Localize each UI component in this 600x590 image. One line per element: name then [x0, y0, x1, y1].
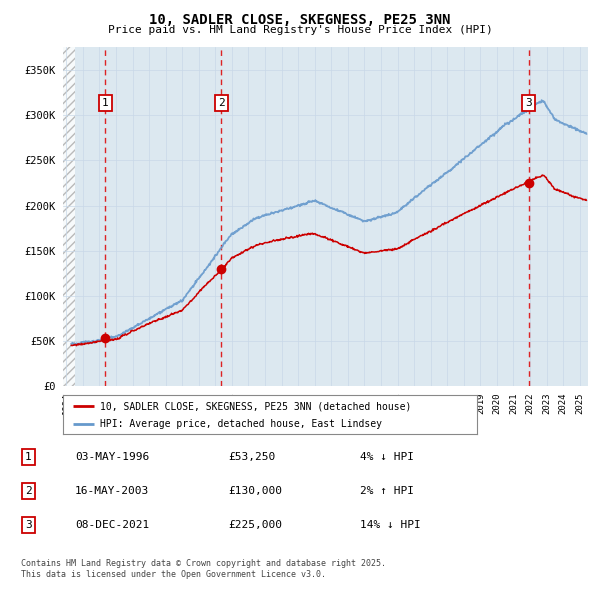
Text: Price paid vs. HM Land Registry's House Price Index (HPI): Price paid vs. HM Land Registry's House … — [107, 25, 493, 35]
Text: 1: 1 — [25, 452, 32, 461]
Text: HPI: Average price, detached house, East Lindsey: HPI: Average price, detached house, East… — [100, 419, 382, 429]
Text: 10, SADLER CLOSE, SKEGNESS, PE25 3NN: 10, SADLER CLOSE, SKEGNESS, PE25 3NN — [149, 13, 451, 27]
Text: Contains HM Land Registry data © Crown copyright and database right 2025.
This d: Contains HM Land Registry data © Crown c… — [21, 559, 386, 579]
Text: 2: 2 — [218, 98, 225, 108]
Text: £130,000: £130,000 — [228, 486, 282, 496]
Text: 3: 3 — [25, 520, 32, 530]
Text: 3: 3 — [526, 98, 532, 108]
Text: 1: 1 — [101, 98, 109, 108]
Text: 08-DEC-2021: 08-DEC-2021 — [75, 520, 149, 530]
Text: 2: 2 — [25, 486, 32, 496]
Text: 14% ↓ HPI: 14% ↓ HPI — [360, 520, 421, 530]
Text: 4% ↓ HPI: 4% ↓ HPI — [360, 452, 414, 461]
Bar — [63, 47, 76, 386]
Text: 10, SADLER CLOSE, SKEGNESS, PE25 3NN (detached house): 10, SADLER CLOSE, SKEGNESS, PE25 3NN (de… — [100, 401, 412, 411]
Text: £53,250: £53,250 — [228, 452, 275, 461]
Text: 2% ↑ HPI: 2% ↑ HPI — [360, 486, 414, 496]
Text: £225,000: £225,000 — [228, 520, 282, 530]
Text: 03-MAY-1996: 03-MAY-1996 — [75, 452, 149, 461]
Text: 16-MAY-2003: 16-MAY-2003 — [75, 486, 149, 496]
